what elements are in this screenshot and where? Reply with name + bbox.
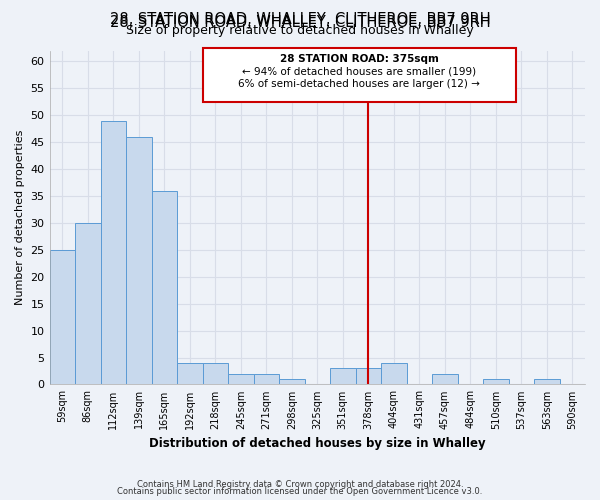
X-axis label: Distribution of detached houses by size in Whalley: Distribution of detached houses by size … bbox=[149, 437, 485, 450]
Bar bbox=[279, 379, 305, 384]
Bar bbox=[330, 368, 356, 384]
Bar bbox=[228, 374, 254, 384]
Bar bbox=[101, 120, 126, 384]
Text: Contains HM Land Registry data © Crown copyright and database right 2024.: Contains HM Land Registry data © Crown c… bbox=[137, 480, 463, 489]
Bar bbox=[381, 363, 407, 384]
Bar bbox=[254, 374, 279, 384]
Bar bbox=[152, 190, 177, 384]
Bar bbox=[50, 250, 75, 384]
Bar bbox=[126, 137, 152, 384]
Text: 28 STATION ROAD: 375sqm: 28 STATION ROAD: 375sqm bbox=[280, 54, 439, 64]
Text: 28, STATION ROAD, WHALLEY, CLITHEROE, BB7 9RH: 28, STATION ROAD, WHALLEY, CLITHEROE, BB… bbox=[110, 12, 490, 28]
Bar bbox=[534, 379, 560, 384]
Text: Contains public sector information licensed under the Open Government Licence v3: Contains public sector information licen… bbox=[118, 488, 482, 496]
Bar bbox=[75, 223, 101, 384]
Text: Size of property relative to detached houses in Whalley: Size of property relative to detached ho… bbox=[126, 24, 474, 37]
FancyBboxPatch shape bbox=[203, 48, 516, 102]
Text: 28, STATION ROAD, WHALLEY, CLITHEROE, BB7 9RH: 28, STATION ROAD, WHALLEY, CLITHEROE, BB… bbox=[110, 15, 490, 30]
Bar bbox=[177, 363, 203, 384]
Bar bbox=[483, 379, 509, 384]
Bar bbox=[432, 374, 458, 384]
Text: ← 94% of detached houses are smaller (199): ← 94% of detached houses are smaller (19… bbox=[242, 66, 476, 76]
Bar bbox=[203, 363, 228, 384]
Y-axis label: Number of detached properties: Number of detached properties bbox=[15, 130, 25, 305]
Text: 6% of semi-detached houses are larger (12) →: 6% of semi-detached houses are larger (1… bbox=[238, 79, 480, 89]
Bar bbox=[356, 368, 381, 384]
